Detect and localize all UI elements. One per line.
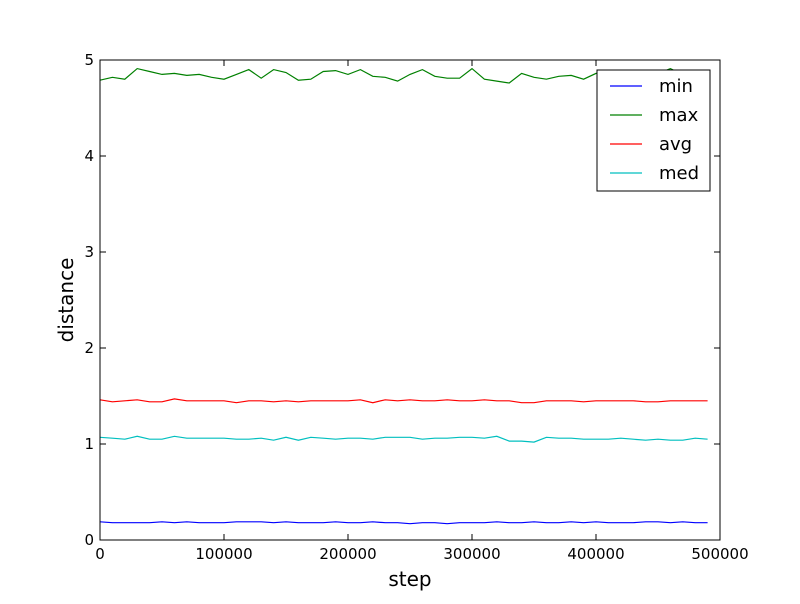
y-tick-label: 1 (84, 435, 94, 453)
y-tick-label: 0 (84, 531, 94, 549)
y-tick-label: 2 (84, 339, 94, 357)
series-line-avg (99, 398, 708, 404)
x-tick-label: 500000 (691, 545, 748, 563)
x-tick-label: 400000 (567, 545, 624, 563)
x-axis: 0 100000 200000 300000 400000 500000 (95, 60, 749, 563)
y-tick-label: 3 (84, 243, 94, 261)
plot-frame (99, 59, 721, 541)
y-axis: 0 1 2 3 4 5 (84, 51, 720, 549)
x-tick-label: 0 (95, 545, 105, 563)
y-tick-label: 4 (84, 147, 94, 165)
legend-box (596, 69, 711, 192)
legend-label-med: med (659, 163, 699, 184)
series-line-med (99, 435, 708, 443)
series-line-min (99, 521, 708, 525)
legend-label-max: max (659, 105, 699, 126)
legend: min max avg med (596, 69, 711, 192)
x-tick-label: 200000 (319, 545, 376, 563)
x-tick-label: 100000 (195, 545, 252, 563)
legend-label-min: min (659, 76, 693, 97)
y-tick-label: 5 (84, 51, 94, 69)
y-axis-label: distance (54, 258, 78, 343)
legend-label-avg: avg (659, 134, 692, 155)
x-tick-label: 300000 (443, 545, 500, 563)
x-axis-label: step (388, 567, 431, 591)
series-layer (99, 67, 708, 525)
